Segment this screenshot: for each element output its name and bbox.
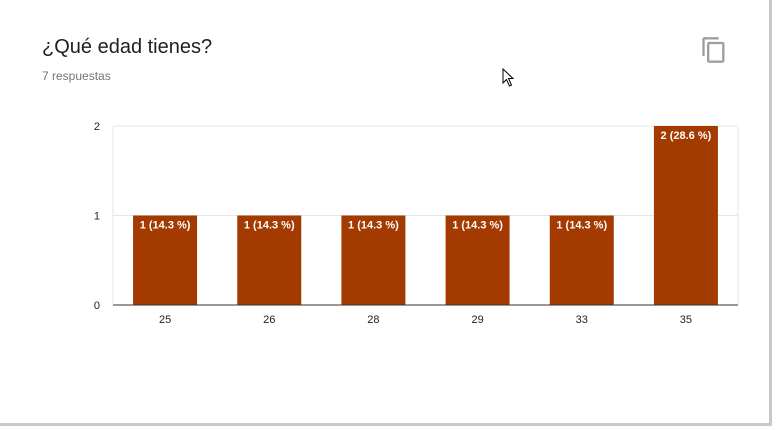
question-title: ¿Qué edad tienes? [42,36,213,58]
bar-data-label: 1 (14.3 %) [452,220,503,232]
bar-data-label: 1 (14.3 %) [348,220,399,232]
bar-data-label: 2 (28.6 %) [661,130,712,142]
x-tick-label: 26 [263,314,275,326]
mouse-cursor-icon [502,68,515,87]
bar-data-label: 1 (14.3 %) [140,220,191,232]
y-tick-label: 2 [94,121,100,133]
bar [341,215,406,305]
bar-data-label: 1 (14.3 %) [556,220,607,232]
bar [237,215,302,305]
copy-chart-button[interactable] [700,36,728,64]
y-tick-label: 1 [94,211,100,223]
bar [549,215,614,305]
bar [445,215,510,305]
x-tick-label: 25 [159,314,171,326]
bar-data-label: 1 (14.3 %) [244,220,295,232]
bar [653,126,718,305]
x-tick-label: 29 [471,314,483,326]
x-tick-label: 33 [576,314,588,326]
x-tick-label: 35 [680,314,692,326]
y-tick-label: 0 [94,300,100,312]
x-tick-label: 28 [367,314,379,326]
response-count: 7 respuestas [42,69,111,83]
bar [133,215,198,305]
copy-icon [702,37,725,63]
